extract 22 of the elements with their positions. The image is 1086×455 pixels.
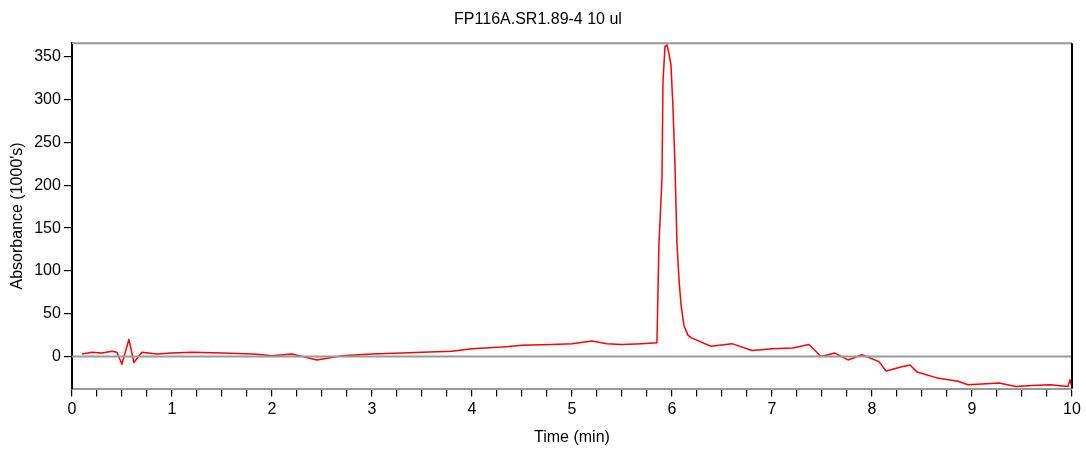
- x-tick-label: 2: [267, 399, 277, 417]
- x-tick-label: 1: [167, 399, 177, 417]
- y-tick-label: 200: [34, 175, 61, 193]
- x-tick-label: 8: [867, 399, 877, 417]
- x-tick-label: 9: [967, 399, 977, 417]
- y-tick-label: 350: [34, 47, 61, 65]
- x-tick-label: 7: [767, 399, 777, 417]
- chart-title: FP116A.SR1.89-4 10 ul: [454, 10, 622, 28]
- x-axis-title: Time (min): [534, 427, 610, 445]
- y-tick-label: 0: [51, 346, 61, 364]
- y-tick-label: 50: [43, 304, 61, 322]
- y-tick-label: 150: [34, 218, 61, 236]
- y-tick-label: 100: [34, 261, 61, 279]
- x-tick-label: 3: [367, 399, 377, 417]
- x-tick-label: 4: [467, 399, 477, 417]
- y-tick-label: 250: [34, 132, 61, 150]
- x-tick-label: 10: [1063, 399, 1081, 417]
- x-tick-label: 5: [567, 399, 577, 417]
- y-tick-label: 300: [34, 90, 61, 108]
- y-axis-title: Absorbance (1000's): [8, 142, 26, 290]
- x-tick-label: 6: [667, 399, 677, 417]
- x-tick-label: 0: [67, 399, 77, 417]
